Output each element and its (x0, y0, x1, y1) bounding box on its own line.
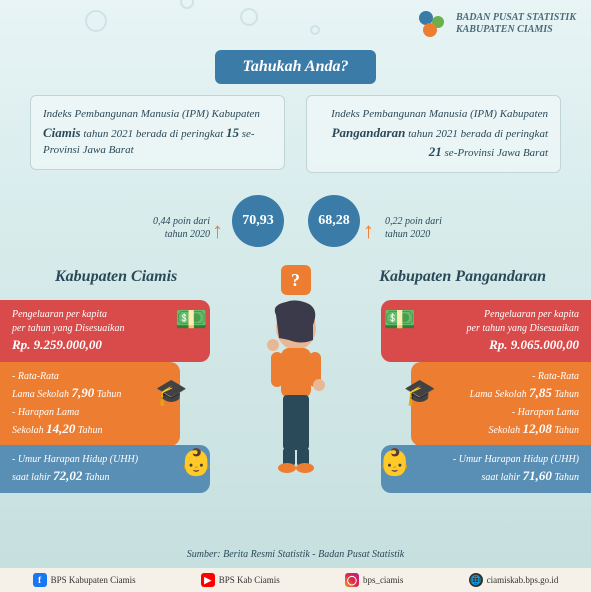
delta-ciamis: 0,44 poin dari tahun 2020 (140, 215, 210, 241)
source-text: Sumber: Berita Resmi Statistik - Badan P… (187, 549, 404, 560)
school-box-right: - Rata-Rata Lama Sekolah 7,85 Tahun - Ha… (411, 362, 591, 446)
woman-illustration (241, 290, 351, 480)
fact-box-ciamis: Indeks Pembangunan Manusia (IPM) Kabupat… (30, 95, 285, 170)
fact-box-pangandaran: Indeks Pembangunan Manusia (IPM) Kabupat… (306, 95, 561, 173)
header: BADAN PUSAT STATISTIK KABUPATEN CIAMIS (416, 8, 576, 40)
org-name-2: KABUPATEN CIAMIS (456, 24, 576, 36)
section-title-right: Kabupaten Pangandaran (379, 268, 546, 286)
footer-facebook[interactable]: fBPS Kabupaten Ciamis (33, 573, 136, 587)
title-banner: Tahukah Anda? (215, 50, 377, 84)
ipm-value-pangandaran: 68,28 (308, 195, 360, 247)
money-icon: 💵 (384, 305, 416, 335)
org-name-1: BADAN PUSAT STATISTIK (456, 12, 576, 24)
school-box-left: - Rata-Rata Lama Sekolah 7,90 Tahun - Ha… (0, 362, 180, 446)
life-box-right: - Umur Harapan Hidup (UHH) saat lahir 71… (381, 445, 591, 493)
footer-website[interactable]: 🌐ciamiskab.bps.go.id (469, 573, 559, 587)
graduation-icon: 🎓 (404, 378, 436, 408)
bps-logo (416, 8, 448, 40)
section-title-left: Kabupaten Ciamis (55, 268, 177, 286)
graduation-icon: 🎓 (155, 378, 187, 408)
footer-instagram[interactable]: ◯bps_ciamis (345, 573, 404, 587)
baby-icon: 👶 (180, 448, 212, 478)
ipm-value-ciamis: 70,93 (232, 195, 284, 247)
money-icon: 💵 (175, 305, 207, 335)
delta-pangandaran: 0,22 poin dari tahun 2020 (385, 215, 455, 241)
baby-icon: 👶 (379, 448, 411, 478)
footer-youtube[interactable]: ▶BPS Kab Ciamis (201, 573, 280, 587)
arrow-up-icon: ↑ (212, 218, 223, 244)
arrow-up-icon: ↑ (363, 218, 374, 244)
life-box-left: - Umur Harapan Hidup (UHH) saat lahir 72… (0, 445, 210, 493)
footer: fBPS Kabupaten Ciamis ▶BPS Kab Ciamis ◯b… (0, 568, 591, 592)
